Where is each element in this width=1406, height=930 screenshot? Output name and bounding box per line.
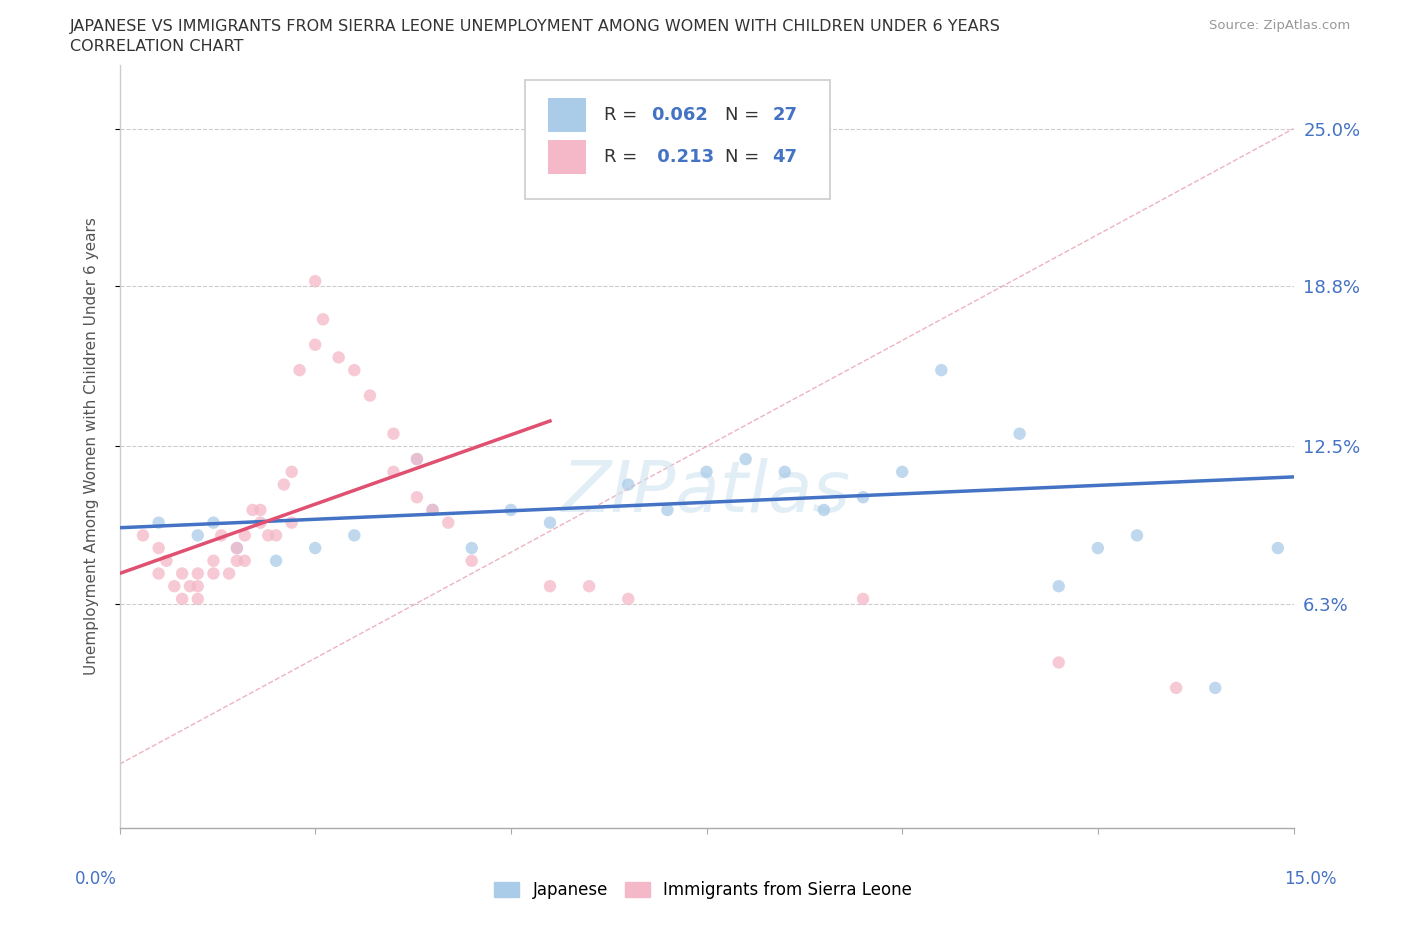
Point bbox=[343, 528, 366, 543]
Point bbox=[264, 553, 287, 568]
Point bbox=[249, 515, 271, 530]
Point bbox=[1164, 681, 1187, 696]
Point bbox=[460, 553, 484, 568]
Point bbox=[852, 591, 875, 606]
Point bbox=[538, 578, 561, 593]
Point bbox=[359, 388, 381, 403]
Point bbox=[148, 566, 170, 581]
Point bbox=[406, 452, 429, 467]
Point bbox=[225, 553, 249, 568]
Point bbox=[172, 591, 194, 606]
Point bbox=[288, 363, 311, 378]
Point bbox=[218, 566, 240, 581]
Text: 27: 27 bbox=[772, 106, 797, 124]
Point bbox=[422, 502, 444, 517]
Text: 47: 47 bbox=[772, 148, 797, 166]
Point bbox=[202, 515, 225, 530]
Point bbox=[499, 502, 522, 517]
Point bbox=[657, 502, 679, 517]
Text: R =: R = bbox=[605, 106, 644, 124]
Text: CORRELATION CHART: CORRELATION CHART bbox=[70, 39, 243, 54]
Text: 0.062: 0.062 bbox=[651, 106, 709, 124]
Point bbox=[312, 312, 335, 326]
Point bbox=[437, 515, 460, 530]
Point bbox=[187, 591, 209, 606]
Point bbox=[233, 553, 256, 568]
Text: 15.0%: 15.0% bbox=[1284, 870, 1337, 888]
Point bbox=[1047, 655, 1070, 670]
Point bbox=[225, 540, 249, 555]
Legend: Japanese, Immigrants from Sierra Leone: Japanese, Immigrants from Sierra Leone bbox=[486, 873, 920, 908]
Point bbox=[1087, 540, 1109, 555]
Point bbox=[406, 452, 429, 467]
Point bbox=[242, 502, 264, 517]
Point bbox=[460, 540, 484, 555]
Point bbox=[734, 452, 756, 467]
Point bbox=[617, 477, 640, 492]
Bar bbox=[548, 140, 585, 174]
FancyBboxPatch shape bbox=[524, 80, 830, 199]
Text: 0.213: 0.213 bbox=[651, 148, 714, 166]
Point bbox=[132, 528, 155, 543]
Point bbox=[578, 578, 600, 593]
Y-axis label: Unemployment Among Women with Children Under 6 years: Unemployment Among Women with Children U… bbox=[84, 218, 98, 675]
Point bbox=[202, 553, 225, 568]
Point bbox=[343, 363, 366, 378]
Text: JAPANESE VS IMMIGRANTS FROM SIERRA LEONE UNEMPLOYMENT AMONG WOMEN WITH CHILDREN : JAPANESE VS IMMIGRANTS FROM SIERRA LEONE… bbox=[70, 19, 1001, 33]
Point bbox=[187, 528, 209, 543]
Point bbox=[382, 464, 405, 479]
Point bbox=[1267, 540, 1289, 555]
Bar bbox=[548, 98, 585, 132]
Point bbox=[538, 515, 561, 530]
Point bbox=[422, 502, 444, 517]
Point bbox=[1204, 681, 1226, 696]
Point bbox=[813, 502, 835, 517]
Point bbox=[931, 363, 953, 378]
Point bbox=[328, 350, 350, 365]
Text: ZIPatlas: ZIPatlas bbox=[562, 458, 851, 526]
Point bbox=[773, 464, 796, 479]
Text: 0.0%: 0.0% bbox=[75, 870, 117, 888]
Point bbox=[304, 273, 326, 288]
Point bbox=[233, 528, 256, 543]
Point bbox=[1008, 426, 1031, 441]
Text: N =: N = bbox=[725, 106, 765, 124]
Point bbox=[1126, 528, 1149, 543]
Point bbox=[148, 515, 170, 530]
Point bbox=[891, 464, 914, 479]
Point bbox=[280, 515, 302, 530]
Point bbox=[202, 566, 225, 581]
Point bbox=[280, 464, 302, 479]
Point bbox=[155, 553, 177, 568]
Point bbox=[264, 528, 287, 543]
Point bbox=[172, 566, 194, 581]
Point bbox=[617, 591, 640, 606]
Text: R =: R = bbox=[605, 148, 644, 166]
Point bbox=[304, 338, 326, 352]
Point bbox=[304, 540, 326, 555]
Point bbox=[1047, 578, 1070, 593]
Point bbox=[163, 578, 186, 593]
Point bbox=[382, 426, 405, 441]
Point bbox=[179, 578, 201, 593]
Point bbox=[148, 540, 170, 555]
Point bbox=[225, 540, 249, 555]
Point bbox=[257, 528, 280, 543]
Text: Source: ZipAtlas.com: Source: ZipAtlas.com bbox=[1209, 19, 1350, 32]
Point bbox=[249, 502, 271, 517]
Point bbox=[187, 566, 209, 581]
Point bbox=[695, 464, 717, 479]
Point bbox=[187, 578, 209, 593]
Point bbox=[273, 477, 295, 492]
Point bbox=[852, 490, 875, 505]
Text: N =: N = bbox=[725, 148, 765, 166]
Point bbox=[209, 528, 232, 543]
Point bbox=[406, 490, 429, 505]
